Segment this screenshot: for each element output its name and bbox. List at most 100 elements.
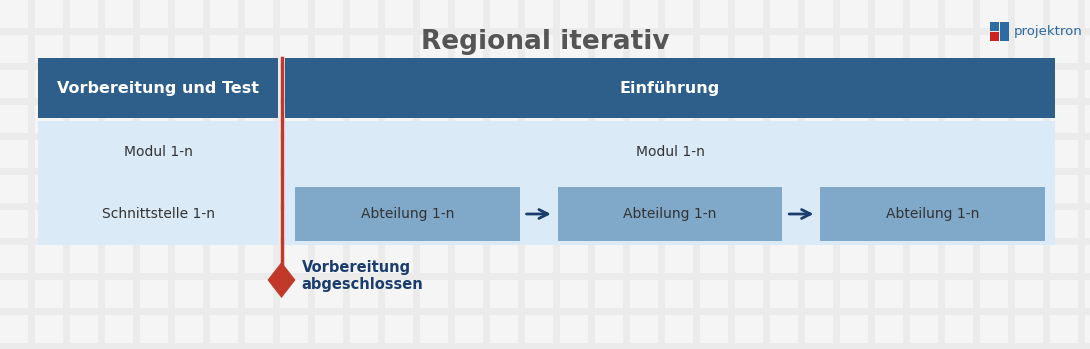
- Bar: [0, 245, 28, 273]
- Bar: [945, 280, 973, 308]
- Bar: [806, 0, 833, 28]
- Bar: [1015, 175, 1043, 203]
- Bar: [806, 70, 833, 98]
- Bar: [280, 0, 308, 28]
- Bar: [595, 175, 623, 203]
- Bar: [245, 0, 272, 28]
- Bar: [490, 105, 518, 133]
- Bar: [455, 210, 483, 238]
- Bar: [350, 175, 378, 203]
- Bar: [595, 315, 623, 343]
- Bar: [315, 315, 343, 343]
- Bar: [910, 210, 938, 238]
- Bar: [284, 125, 1055, 178]
- Bar: [315, 140, 343, 168]
- Bar: [490, 0, 518, 28]
- Bar: [840, 105, 868, 133]
- Bar: [560, 280, 588, 308]
- Bar: [140, 175, 168, 203]
- Bar: [945, 245, 973, 273]
- Bar: [490, 70, 518, 98]
- Bar: [140, 0, 168, 28]
- Text: Schnittstelle 1-n: Schnittstelle 1-n: [101, 207, 215, 221]
- Bar: [350, 210, 378, 238]
- Bar: [840, 315, 868, 343]
- Bar: [560, 0, 588, 28]
- Bar: [175, 0, 203, 28]
- Bar: [105, 315, 133, 343]
- Bar: [990, 32, 1000, 41]
- Bar: [315, 0, 343, 28]
- Bar: [945, 35, 973, 63]
- Text: Modul 1-n: Modul 1-n: [635, 144, 704, 158]
- Bar: [700, 35, 728, 63]
- Bar: [35, 0, 63, 28]
- Text: Modul 1-n: Modul 1-n: [123, 144, 193, 158]
- Bar: [1015, 70, 1043, 98]
- Bar: [558, 187, 783, 241]
- Bar: [630, 280, 658, 308]
- Bar: [980, 280, 1008, 308]
- Bar: [560, 140, 588, 168]
- Bar: [525, 175, 553, 203]
- Bar: [284, 121, 1055, 245]
- Bar: [284, 58, 1055, 118]
- Bar: [1050, 140, 1078, 168]
- Bar: [1085, 280, 1090, 308]
- Bar: [945, 315, 973, 343]
- Bar: [560, 315, 588, 343]
- Bar: [525, 70, 553, 98]
- Bar: [105, 175, 133, 203]
- Bar: [70, 105, 98, 133]
- Bar: [560, 245, 588, 273]
- Bar: [70, 210, 98, 238]
- Bar: [455, 140, 483, 168]
- Bar: [525, 105, 553, 133]
- Bar: [630, 140, 658, 168]
- Bar: [595, 280, 623, 308]
- Bar: [455, 315, 483, 343]
- Bar: [35, 70, 63, 98]
- Bar: [1085, 140, 1090, 168]
- Bar: [70, 280, 98, 308]
- Bar: [315, 245, 343, 273]
- Bar: [1085, 245, 1090, 273]
- Bar: [350, 140, 378, 168]
- Bar: [385, 245, 413, 273]
- Bar: [70, 175, 98, 203]
- Bar: [210, 175, 238, 203]
- Bar: [665, 245, 693, 273]
- Bar: [490, 175, 518, 203]
- Bar: [945, 105, 973, 133]
- Bar: [735, 315, 763, 343]
- Bar: [700, 70, 728, 98]
- Bar: [910, 105, 938, 133]
- Bar: [875, 140, 903, 168]
- Bar: [385, 140, 413, 168]
- Text: Abteilung 1-n: Abteilung 1-n: [623, 207, 717, 221]
- Bar: [770, 70, 798, 98]
- Bar: [980, 315, 1008, 343]
- Bar: [140, 140, 168, 168]
- Bar: [700, 105, 728, 133]
- Bar: [385, 315, 413, 343]
- Bar: [210, 245, 238, 273]
- Bar: [700, 0, 728, 28]
- Bar: [105, 35, 133, 63]
- Bar: [210, 70, 238, 98]
- Bar: [210, 315, 238, 343]
- Bar: [840, 35, 868, 63]
- Bar: [840, 70, 868, 98]
- Bar: [490, 210, 518, 238]
- Bar: [665, 315, 693, 343]
- Bar: [525, 245, 553, 273]
- Bar: [1000, 22, 1009, 41]
- Bar: [665, 0, 693, 28]
- Bar: [560, 210, 588, 238]
- Bar: [0, 175, 28, 203]
- Bar: [70, 0, 98, 28]
- Bar: [385, 35, 413, 63]
- Text: Regional iterativ: Regional iterativ: [421, 29, 669, 55]
- Bar: [1085, 70, 1090, 98]
- Bar: [910, 315, 938, 343]
